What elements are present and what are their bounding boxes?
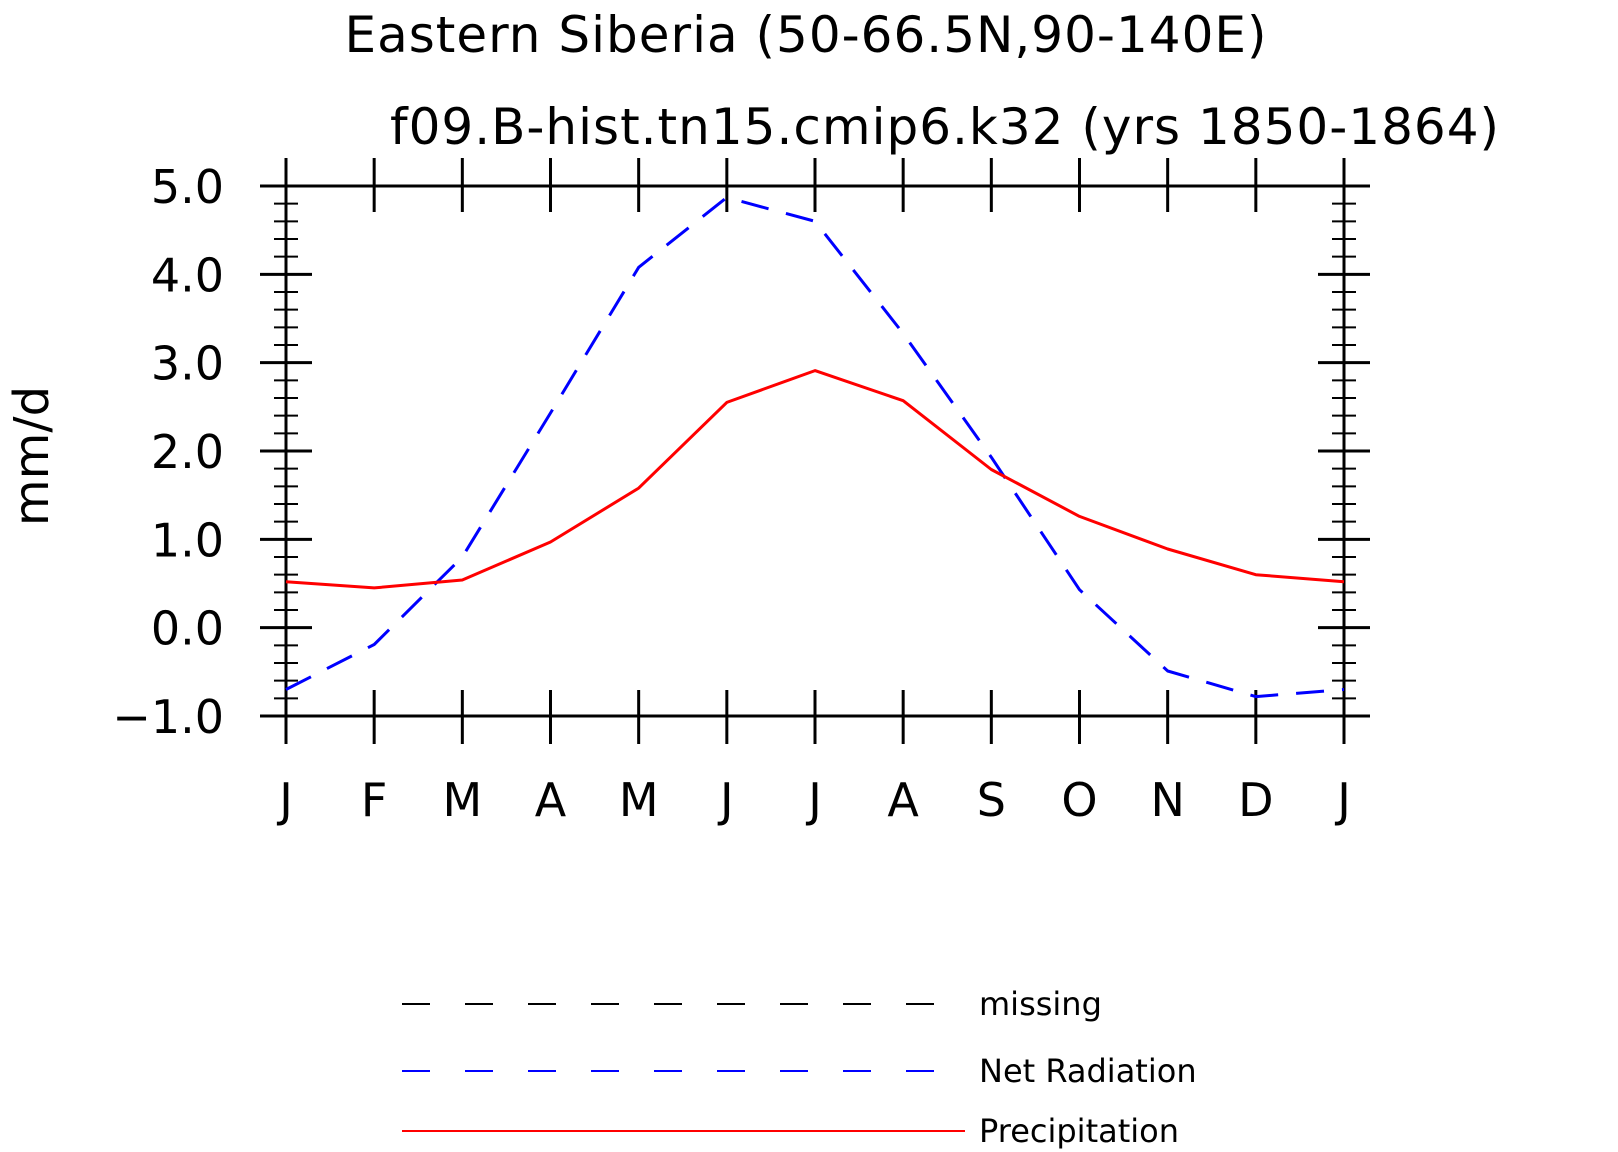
legend: missing Net Radiation Precipitation — [402, 985, 1197, 1150]
y-tick-label: 0.0 — [151, 602, 224, 656]
chart-subtitle: f09.B-hist.tn15.cmip6.k32 (yrs 1850-1864… — [390, 98, 1500, 156]
x-tick-label: J — [717, 773, 734, 827]
x-tick-label: D — [1238, 773, 1273, 827]
y-tick-label: 2.0 — [151, 425, 224, 479]
x-tick-label: N — [1150, 773, 1184, 827]
plot-frame-rect — [284, 184, 1346, 718]
y-axis-tick-labels: −1.0 0.0 1.0 2.0 3.0 4.0 5.0 — [112, 160, 224, 744]
legend-label-missing: missing — [979, 985, 1102, 1023]
x-tick-label: J — [805, 773, 822, 827]
series-line-net-radiation — [285, 196, 1345, 699]
x-tick-label: M — [619, 773, 659, 827]
x-tick-label: J — [276, 773, 293, 827]
chart-title: Eastern Siberia (50-66.5N,90-140E) — [344, 6, 1267, 64]
x-tick-label: M — [442, 773, 482, 827]
series-line-precipitation — [285, 369, 1345, 590]
x-tick-label: F — [361, 773, 387, 827]
legend-label-precipitation: Precipitation — [979, 1112, 1179, 1150]
x-tick-label: O — [1061, 773, 1097, 827]
y-tick-label: 1.0 — [151, 513, 224, 567]
x-tick-label: A — [535, 773, 567, 827]
axis-ticks — [260, 158, 1370, 744]
y-axis-label: mm/d — [4, 386, 60, 526]
x-tick-label: J — [1334, 773, 1351, 827]
x-tick-label: S — [977, 773, 1006, 827]
legend-label-net-radiation: Net Radiation — [979, 1052, 1197, 1090]
y-tick-label: 5.0 — [151, 160, 224, 214]
series-lines — [285, 196, 1345, 699]
y-tick-label: 3.0 — [151, 337, 224, 391]
y-tick-label: −1.0 — [112, 690, 224, 744]
y-tick-label: 4.0 — [151, 248, 224, 302]
x-tick-label: A — [887, 773, 919, 827]
plot-frame — [284, 184, 1346, 718]
